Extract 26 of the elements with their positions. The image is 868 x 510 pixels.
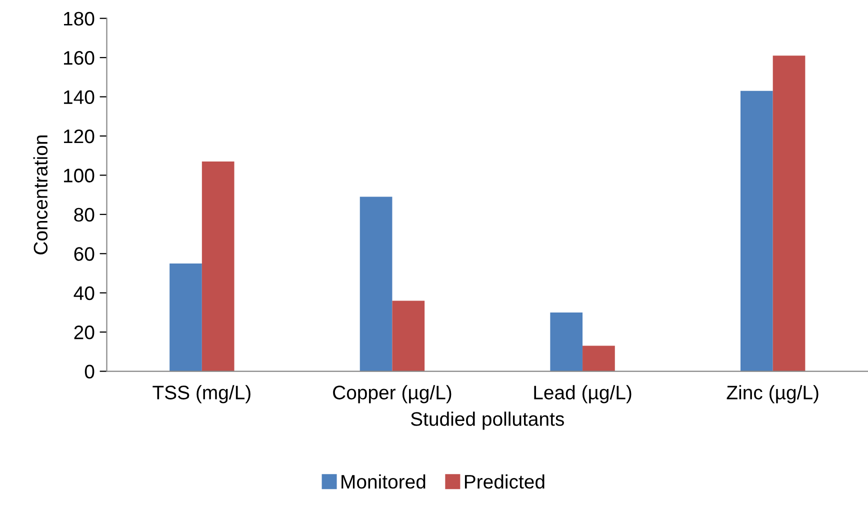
bar: [392, 300, 425, 372]
bar: [772, 56, 806, 372]
bar: [582, 346, 615, 372]
y-axis-title: Concentration: [33, 136, 48, 254]
legend-label: Predicted: [464, 474, 544, 489]
y-tick-label: 120: [64, 129, 94, 144]
y-tick-label: 160: [64, 51, 94, 65]
y-tick-label: 40: [74, 286, 94, 300]
y-tick-label: 100: [64, 168, 94, 182]
x-axis-title: Studied pollutants: [410, 412, 564, 430]
x-tick-label: Copper (µg/L): [333, 385, 452, 404]
bar: [170, 263, 202, 372]
bar: [360, 196, 392, 372]
y-tick-label: 140: [64, 90, 94, 104]
x-tick-label: Zinc (µg/L): [726, 385, 818, 404]
y-tick-label: 80: [74, 208, 94, 222]
y-tick-label: 60: [74, 247, 94, 261]
bar: [550, 312, 583, 372]
y-tick-label: 180: [64, 12, 94, 26]
x-tick-label: Lead (µg/L): [534, 385, 632, 404]
x-tick-label: TSS (mg/L): [152, 385, 250, 404]
legend-label: Monitored: [342, 474, 426, 489]
bar: [740, 90, 773, 372]
bar: [202, 161, 234, 372]
y-tick-label: 20: [74, 326, 94, 340]
y-tick-label: 0: [84, 364, 94, 379]
